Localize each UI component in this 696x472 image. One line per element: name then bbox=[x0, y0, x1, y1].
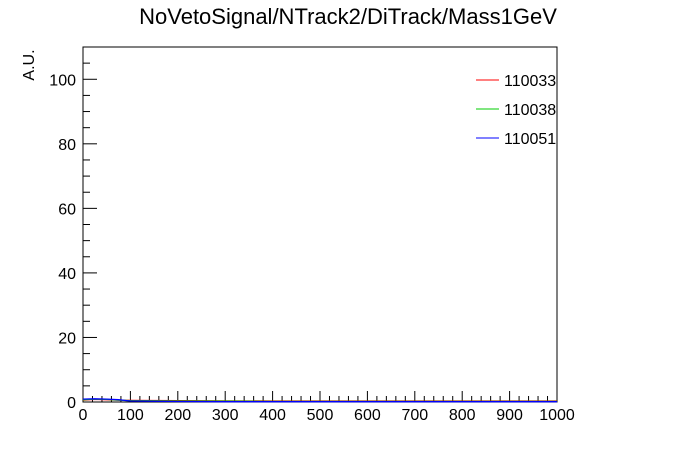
series-line-110051 bbox=[82, 398, 557, 403]
legend-label: 110033 bbox=[504, 73, 556, 90]
x-tick-label: 1000 bbox=[539, 407, 575, 424]
x-tick-label: 300 bbox=[212, 407, 239, 424]
y-tick-label: 20 bbox=[58, 330, 76, 347]
legend-label: 110051 bbox=[504, 131, 556, 148]
series-group bbox=[82, 398, 557, 403]
x-tick-label: 500 bbox=[307, 407, 334, 424]
x-tick-label: 100 bbox=[117, 407, 144, 424]
legend-label: 110038 bbox=[504, 102, 556, 119]
x-tick-label: 800 bbox=[449, 407, 476, 424]
x-tick-label: 200 bbox=[164, 407, 191, 424]
legend: 110033 110038 110051 bbox=[476, 73, 556, 148]
plot-frame bbox=[82, 46, 558, 403]
y-axis-ticks: 0 20 40 60 80 100 bbox=[49, 46, 97, 412]
y-tick-label: 0 bbox=[67, 395, 76, 412]
chart-title: NoVetoSignal/NTrack2/DiTrack/Mass1GeV bbox=[139, 4, 557, 29]
x-tick-label: 900 bbox=[496, 407, 523, 424]
y-axis-label: A.U. bbox=[21, 49, 38, 80]
x-tick-label: 700 bbox=[401, 407, 428, 424]
x-axis-ticks: 0 100 200 300 400 500 600 700 800 900 1000 bbox=[79, 391, 575, 424]
y-tick-label: 60 bbox=[58, 201, 76, 218]
y-tick-label: 40 bbox=[58, 266, 76, 283]
x-tick-label: 400 bbox=[259, 407, 286, 424]
x-tick-label: 0 bbox=[79, 407, 88, 424]
y-tick-label: 100 bbox=[49, 72, 76, 89]
x-tick-label: 600 bbox=[354, 407, 381, 424]
y-tick-label: 80 bbox=[58, 137, 76, 154]
